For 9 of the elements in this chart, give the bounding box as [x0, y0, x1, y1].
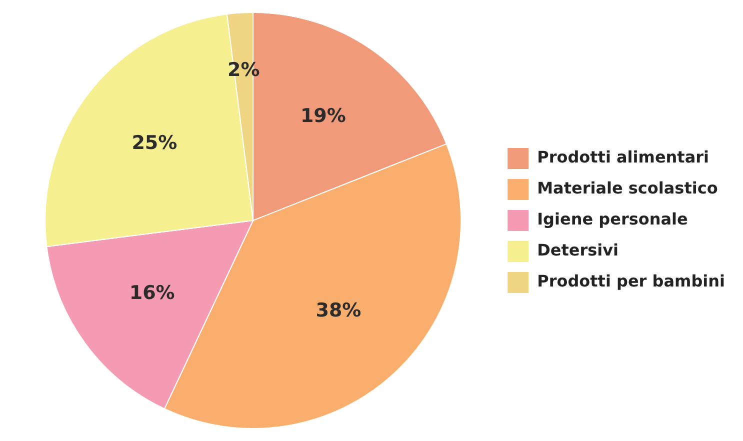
legend-label: Detersivi	[537, 240, 619, 260]
legend-label: Materiale scolastico	[537, 178, 718, 198]
legend-label: Igiene personale	[537, 210, 688, 229]
data-label: 38%	[316, 299, 362, 322]
legend-label: Prodotti per bambini	[537, 272, 725, 291]
data-label: 19%	[300, 105, 346, 128]
data-label: 25%	[132, 132, 178, 154]
legend-label: Prodotti alimentari	[537, 148, 709, 167]
data-label: 16%	[129, 282, 175, 304]
